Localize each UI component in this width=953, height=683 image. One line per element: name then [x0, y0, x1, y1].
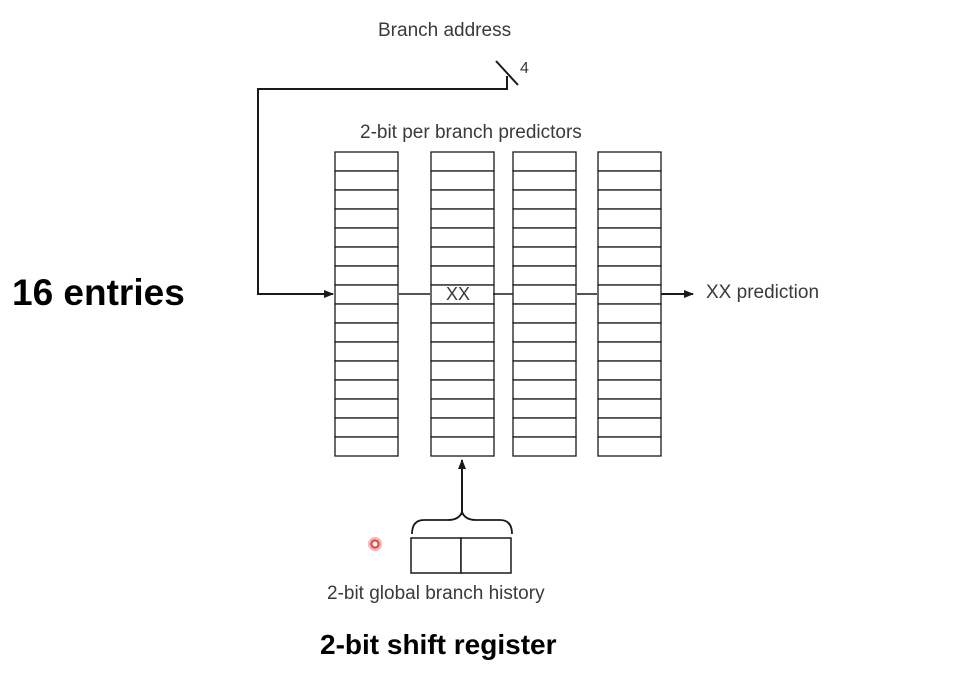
- table-entry-cell: [512, 360, 577, 381]
- table-entry-cell: [597, 379, 662, 400]
- history-brace: [411, 509, 513, 535]
- prediction-label: XX prediction: [706, 282, 820, 303]
- table-entry-cell: [430, 360, 495, 381]
- table-entry-cell: [597, 151, 662, 172]
- entries-caption: 16 entries: [12, 272, 185, 313]
- selected-entry-cell: [597, 284, 662, 305]
- table-entry-cell: [430, 208, 495, 229]
- table-entry-cell: [512, 189, 577, 210]
- table-entry-cell: [430, 265, 495, 286]
- table-entry-cell: [597, 436, 662, 457]
- table-entry-cell: [597, 303, 662, 324]
- table-entry-cell: [597, 398, 662, 419]
- table-entry-cell: [430, 246, 495, 267]
- table-entry-cell: [512, 227, 577, 248]
- table-entry-cell: [430, 227, 495, 248]
- table-entry-cell: [334, 265, 399, 286]
- table-entry-cell: [512, 303, 577, 324]
- table-entry-cell: [334, 246, 399, 267]
- table-entry-cell: [597, 189, 662, 210]
- table-entry-cell: [430, 436, 495, 457]
- table-entry-cell: [334, 208, 399, 229]
- table-entry-cell: [597, 246, 662, 267]
- table-entry-cell: [597, 170, 662, 191]
- table-entry-cell: [430, 151, 495, 172]
- table-entry-cell: [512, 322, 577, 343]
- bus-width-slash: [495, 60, 519, 86]
- table-entry-cell: [334, 360, 399, 381]
- table-entry-cell: [597, 265, 662, 286]
- table-entry-cell: [430, 303, 495, 324]
- history-label: 2-bit global branch history: [327, 583, 545, 604]
- table-entry-cell: [334, 170, 399, 191]
- table-entry-cell: [512, 265, 577, 286]
- table-entry-cell: [597, 417, 662, 438]
- table-entry-cell: [334, 189, 399, 210]
- cursor-pointer-dot: [368, 537, 382, 551]
- table-entry-cell: [334, 303, 399, 324]
- predictor-table-4: [597, 151, 662, 457]
- selected-entry-cell: [334, 284, 399, 305]
- table-entry-cell: [597, 208, 662, 229]
- table-entry-cell: [334, 417, 399, 438]
- table-entry-cell: [512, 398, 577, 419]
- table-entry-cell: [334, 151, 399, 172]
- table-entry-cell: [512, 417, 577, 438]
- table-entry-cell: [512, 341, 577, 362]
- predictor-table-1: [334, 151, 399, 457]
- table-entry-cell: [597, 227, 662, 248]
- table-entry-cell: [334, 436, 399, 457]
- table-entry-cell: [334, 227, 399, 248]
- table-entry-cell: [512, 379, 577, 400]
- branch-address-wire: [257, 76, 508, 298]
- table-entry-cell: [430, 170, 495, 191]
- table-entry-cell: [430, 398, 495, 419]
- table-entry-cell: [430, 189, 495, 210]
- table-entry-cell: [430, 341, 495, 362]
- selected-entry-cell: [512, 284, 577, 305]
- table-entry-cell: [430, 379, 495, 400]
- predictor-tables: [334, 151, 662, 457]
- selected-entry-value: XX: [446, 284, 471, 304]
- table-entry-cell: [334, 379, 399, 400]
- table-entry-cell: [512, 151, 577, 172]
- table-entry-cell: [512, 170, 577, 191]
- bus-width-label: 4: [520, 60, 529, 77]
- diagram-title: 2-bit per branch predictors: [360, 122, 582, 143]
- branch-address-label: Branch address: [378, 20, 512, 41]
- table-entry-cell: [512, 246, 577, 267]
- shift-register-caption: 2-bit shift register: [320, 629, 557, 660]
- table-entry-cell: [597, 341, 662, 362]
- table-entry-cell: [597, 360, 662, 381]
- predictor-table-2: [430, 151, 495, 457]
- table-entry-cell: [430, 322, 495, 343]
- predictor-table-3: [512, 151, 577, 457]
- table-entry-cell: [430, 417, 495, 438]
- table-entry-cell: [512, 436, 577, 457]
- table-entry-cell: [334, 322, 399, 343]
- shift-register-bit-0: [460, 537, 512, 574]
- shift-register-bit-1: [410, 537, 462, 574]
- table-entry-cell: [597, 322, 662, 343]
- table-entry-cell: [512, 208, 577, 229]
- table-entry-cell: [334, 341, 399, 362]
- table-entry-cell: [334, 398, 399, 419]
